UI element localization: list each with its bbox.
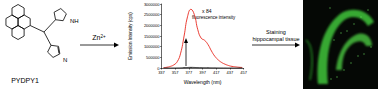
- svg-text:337: 337: [158, 70, 165, 75]
- svg-text:hippocampal tissue: hippocampal tissue: [252, 36, 299, 42]
- svg-text:1000000: 1000000: [144, 44, 160, 49]
- svg-text:417: 417: [213, 70, 220, 75]
- svg-text:1500000: 1500000: [144, 34, 160, 39]
- svg-text:Staining: Staining: [266, 29, 286, 35]
- svg-text:0: 0: [157, 65, 160, 71]
- svg-text:PYDPY1: PYDPY1: [11, 77, 39, 84]
- svg-text:457: 457: [240, 70, 247, 75]
- svg-text:397: 397: [199, 70, 206, 75]
- svg-text:NH: NH: [70, 18, 79, 24]
- svg-text:3000000: 3000000: [144, 2, 160, 7]
- svg-text:x 84: x 84: [202, 8, 212, 14]
- svg-text:Wavelength (nm): Wavelength (nm): [184, 79, 222, 85]
- svg-text:Emission Intensity (cps): Emission Intensity (cps): [128, 12, 133, 60]
- svg-text:437: 437: [227, 70, 234, 75]
- svg-text:357: 357: [172, 70, 179, 75]
- svg-text:2000000: 2000000: [144, 23, 160, 28]
- svg-text:377: 377: [186, 70, 193, 75]
- svg-text:2500000: 2500000: [144, 12, 160, 17]
- svg-text:N: N: [63, 57, 67, 63]
- svg-text:fluorescence intensity: fluorescence intensity: [192, 15, 236, 20]
- svg-text:500000: 500000: [146, 55, 160, 60]
- svg-text:Zn2+: Zn2+: [92, 34, 106, 42]
